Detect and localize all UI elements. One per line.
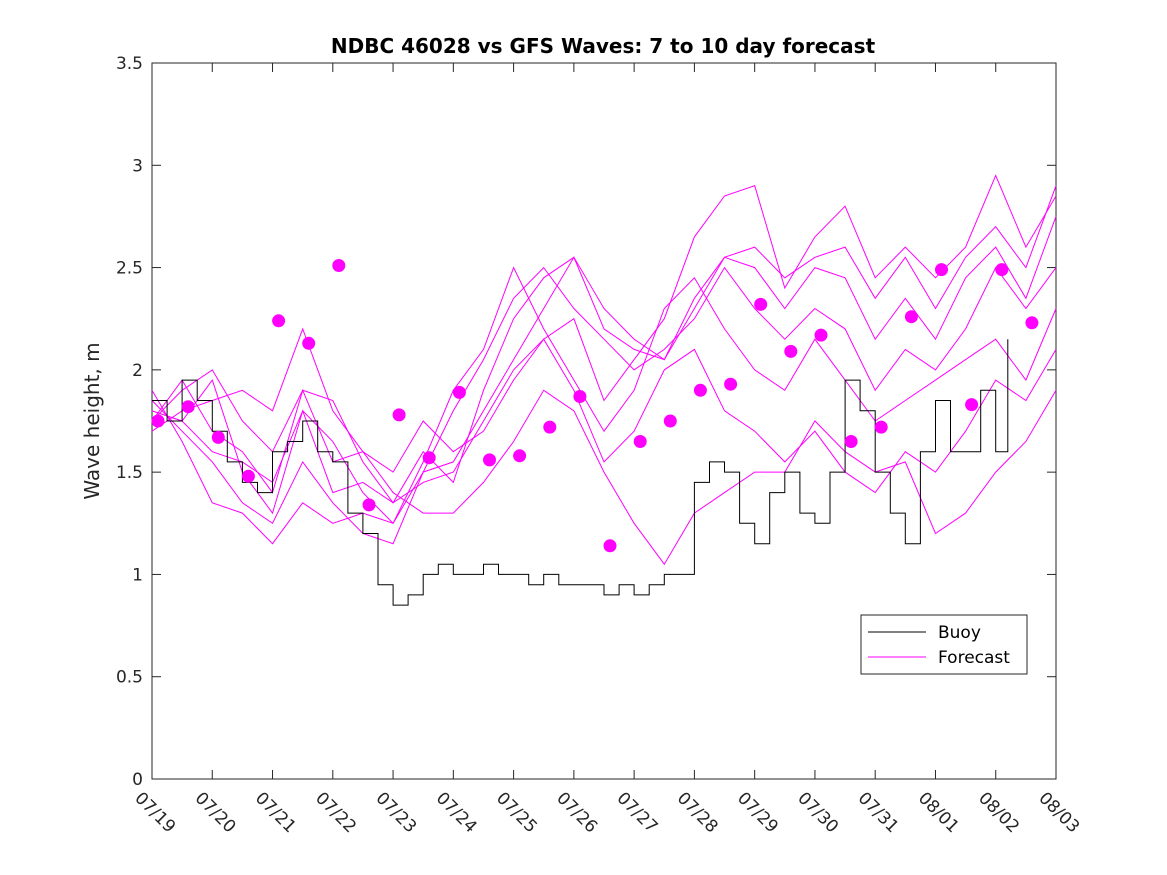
forecast-marker <box>965 398 979 412</box>
forecast-line <box>151 327 1057 566</box>
y-axis: 0 0.5 1 1.5 2 2.5 3 3.5 <box>116 54 1056 790</box>
buoy-series <box>152 339 1009 606</box>
x-tick-label: 07/19 <box>130 788 179 837</box>
forecast-marker <box>362 498 376 512</box>
forecast-marker <box>151 414 165 428</box>
x-tick-label: 08/03 <box>1034 788 1083 837</box>
y-tick-label: 2.5 <box>116 259 143 279</box>
forecast-marker <box>693 383 707 397</box>
x-tick-label: 07/26 <box>552 788 601 837</box>
y-tick-label: 1.5 <box>116 463 143 483</box>
forecast-marker <box>603 539 617 553</box>
legend-label-forecast: Forecast <box>938 648 1010 668</box>
forecast-marker <box>1025 316 1039 330</box>
x-tick-label: 07/24 <box>432 788 481 837</box>
x-tick-label: 07/21 <box>251 788 300 837</box>
y-tick-label: 0.5 <box>116 668 143 688</box>
y-tick-label: 2 <box>132 361 143 381</box>
forecast-marker <box>302 336 316 350</box>
forecast-marker <box>483 453 496 467</box>
forecast-marker <box>874 420 888 434</box>
forecast-marker <box>724 377 738 391</box>
x-tick-label: 07/22 <box>311 788 360 837</box>
y-tick-label: 1 <box>132 565 143 585</box>
forecast-markers <box>151 259 1039 553</box>
x-tick-label: 07/29 <box>733 788 782 837</box>
forecast-marker <box>181 400 195 414</box>
legend: Buoy Forecast <box>860 614 1028 675</box>
legend-label-buoy: Buoy <box>938 623 981 643</box>
forecast-marker <box>272 314 286 328</box>
forecast-marker <box>663 414 677 428</box>
forecast-marker <box>784 344 798 358</box>
forecast-marker <box>513 449 527 463</box>
forecast-marker <box>422 451 436 465</box>
forecast-line <box>151 266 1057 545</box>
forecast-marker <box>392 408 406 422</box>
forecast-line <box>151 174 1057 494</box>
x-tick-label: 08/01 <box>914 788 963 837</box>
forecast-series <box>151 174 1057 566</box>
forecast-marker <box>814 328 828 342</box>
x-tick-label: 07/27 <box>613 788 662 837</box>
forecast-marker <box>452 385 466 399</box>
legend-box <box>860 614 1028 675</box>
buoy-line <box>152 339 1009 606</box>
forecast-marker <box>332 259 346 272</box>
forecast-marker <box>573 390 587 403</box>
forecast-line <box>151 266 1057 545</box>
x-tick-label: 07/25 <box>492 788 541 837</box>
x-tick-label: 07/30 <box>793 788 842 837</box>
y-axis-label: Wave height, m <box>80 342 104 499</box>
x-tick-label: 07/23 <box>372 788 421 837</box>
x-tick-label: 07/20 <box>191 788 240 837</box>
forecast-marker <box>633 435 647 448</box>
forecast-marker <box>844 435 858 448</box>
y-tick-label: 3 <box>132 156 143 176</box>
forecast-marker <box>754 297 768 311</box>
forecast-marker <box>935 263 948 277</box>
forecast-marker <box>995 263 1009 277</box>
x-tick-label: 07/28 <box>673 788 722 837</box>
y-tick-label: 3.5 <box>116 54 143 74</box>
forecast-marker <box>904 310 918 324</box>
y-tick-label: 0 <box>132 770 143 790</box>
forecast-marker <box>241 469 255 483</box>
forecast-marker <box>543 420 557 434</box>
x-tick-label: 08/02 <box>974 788 1023 837</box>
forecast-line <box>151 338 1057 504</box>
chart-title: NDBC 46028 vs GFS Waves: 7 to 10 day for… <box>331 34 876 58</box>
x-tick-label: 07/31 <box>854 788 903 837</box>
forecast-marker <box>211 430 225 444</box>
